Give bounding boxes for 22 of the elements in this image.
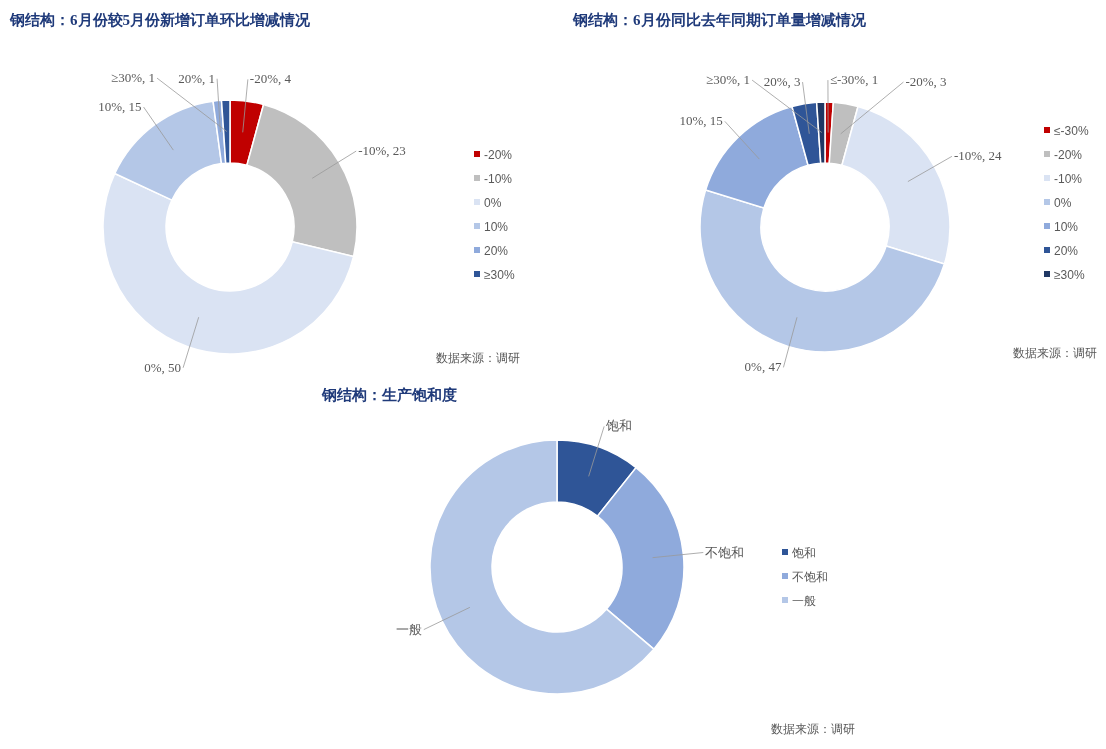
legend-label: -10% bbox=[484, 172, 513, 186]
legend-label: -20% bbox=[484, 148, 513, 162]
legend-label: 一般 bbox=[792, 594, 816, 608]
source-note: 数据来源：调研 bbox=[1013, 346, 1097, 360]
legend-label: -10% bbox=[1054, 172, 1083, 186]
chart-title: 钢结构：生产饱和度 bbox=[321, 386, 457, 403]
legend-label: ≤-30% bbox=[1054, 124, 1089, 138]
legend-label: 20% bbox=[1054, 244, 1079, 258]
legend-label: 10% bbox=[1054, 220, 1079, 234]
legend-label: 0% bbox=[1054, 196, 1072, 210]
source-note: 数据来源：调研 bbox=[436, 351, 520, 365]
legend-label: 10% bbox=[484, 220, 509, 234]
legend-label: 不饱和 bbox=[792, 570, 828, 584]
legend-label: 0% bbox=[484, 196, 502, 210]
legend-label: 20% bbox=[484, 244, 509, 258]
legend-label: 饱和 bbox=[791, 546, 816, 560]
chart-title: 钢结构：6月份较5月份新增订单环比增减情况 bbox=[9, 11, 311, 28]
legend-label: ≥30% bbox=[484, 268, 515, 282]
source-note: 数据来源：调研 bbox=[771, 722, 855, 736]
legend-label: ≥30% bbox=[1054, 268, 1085, 282]
legend-label: -20% bbox=[1054, 148, 1083, 162]
chart-title: 钢结构：6月份同比去年同期订单量增减情况 bbox=[572, 12, 867, 28]
